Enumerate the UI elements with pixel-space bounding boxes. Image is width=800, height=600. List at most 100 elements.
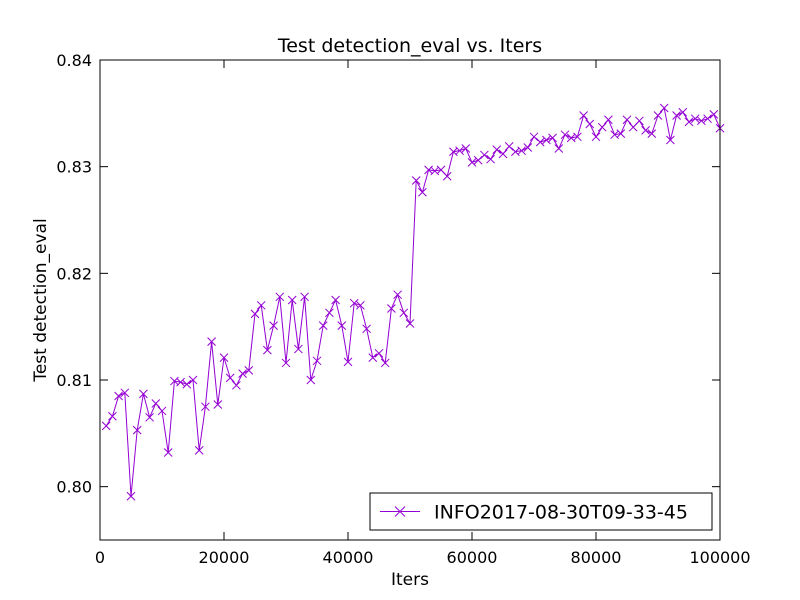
plot-area (101, 103, 725, 501)
data-point-marker (653, 111, 663, 120)
data-point-marker (709, 110, 719, 119)
data-point-marker (405, 319, 415, 328)
data-point-marker (331, 295, 340, 305)
data-point-marker (523, 143, 533, 152)
data-point-marker (411, 176, 421, 185)
data-point-marker (517, 146, 526, 156)
data-point-marker (368, 353, 378, 362)
data-point-marker (703, 114, 712, 124)
plot-frame (99, 59, 721, 541)
data-point-marker (684, 117, 694, 127)
data-point-marker (535, 137, 545, 147)
data-point-marker (486, 154, 495, 164)
data-point-marker (151, 399, 161, 408)
data-point-marker (362, 324, 371, 334)
data-point-marker (498, 149, 508, 159)
data-point-marker (244, 366, 254, 375)
y-tick-label: 0.80 (56, 478, 92, 497)
data-point-marker (690, 114, 700, 124)
data-point-marker (461, 144, 471, 153)
data-point-marker (250, 309, 260, 319)
x-tick-label: 60000 (447, 548, 498, 567)
data-point-marker (269, 321, 278, 330)
data-point-marker (672, 111, 681, 120)
data-point-marker (591, 132, 601, 142)
x-tick-label: 80000 (571, 548, 622, 567)
data-point-marker (256, 300, 266, 310)
data-point-marker (225, 373, 235, 383)
y-tick-label: 0.81 (56, 371, 92, 390)
data-point-marker (281, 358, 291, 368)
data-point-marker (126, 491, 136, 501)
data-point-marker (387, 304, 396, 313)
data-point-marker (263, 345, 272, 355)
data-point-marker (492, 145, 502, 154)
data-point-marker (145, 412, 154, 422)
data-point-marker (542, 135, 551, 145)
y-axis: 0.80 0.81 0.82 0.83 0.84 (56, 51, 720, 497)
data-point-marker (176, 377, 185, 387)
data-point-marker (380, 358, 390, 368)
data-point-marker (393, 290, 402, 300)
data-point-marker (275, 292, 285, 302)
data-point-marker (213, 400, 223, 409)
data-point-marker (641, 126, 650, 135)
data-point-marker (529, 132, 539, 142)
chart-title: Test detection_eval vs. Iters (277, 35, 542, 57)
x-tick-label: 40000 (323, 548, 374, 567)
y-tick-label: 0.84 (56, 51, 92, 70)
data-point-marker (480, 150, 489, 160)
data-point-marker (108, 411, 117, 421)
data-point-marker (467, 158, 477, 167)
data-point-marker (616, 129, 626, 138)
data-point-marker (300, 292, 309, 302)
x-tick-label: 100000 (689, 548, 750, 567)
data-point-marker (374, 348, 384, 358)
data-point-marker (188, 375, 198, 385)
data-point-marker (157, 406, 167, 416)
x-tick-label: 0 (95, 548, 105, 567)
data-point-marker (585, 119, 595, 129)
data-point-marker (312, 356, 322, 366)
data-point-marker (306, 375, 316, 385)
data-point-marker (337, 321, 347, 330)
data-point-marker (455, 146, 464, 156)
data-point-marker (659, 103, 669, 113)
data-point-marker (232, 380, 241, 390)
data-point-marker (697, 116, 706, 126)
data-point-marker (473, 155, 483, 165)
data-point-marker (182, 379, 192, 389)
data-point-marker (120, 388, 130, 398)
data-point-marker (101, 421, 111, 431)
data-point-marker (294, 344, 303, 354)
data-point-marker (343, 357, 353, 367)
y-tick-label: 0.82 (56, 264, 92, 283)
data-point-marker (579, 111, 588, 120)
data-point-marker (163, 448, 173, 457)
data-point-marker (318, 321, 328, 330)
data-point-marker (597, 122, 607, 132)
data-point-marker (418, 187, 427, 197)
data-point-marker (573, 132, 582, 142)
data-point-marker (325, 308, 334, 318)
data-point-marker (114, 391, 123, 401)
data-point-marker (647, 129, 657, 138)
data-point-marker (399, 308, 409, 318)
y-tick-label: 0.83 (56, 158, 92, 177)
series-line (105, 106, 721, 497)
data-point-marker (201, 402, 210, 412)
data-point-marker (604, 115, 613, 125)
x-axis-label: Iters (391, 570, 429, 590)
data-point-marker (287, 295, 297, 305)
legend-marker (394, 506, 406, 517)
data-point-marker (219, 353, 229, 362)
data-point-marker (442, 171, 452, 181)
data-point-marker (132, 425, 142, 435)
data-point-marker (666, 135, 675, 145)
data-point-marker (548, 133, 557, 143)
data-point-marker (560, 130, 570, 140)
data-point-marker (622, 115, 632, 125)
data-point-marker (194, 446, 204, 455)
data-point-marker (238, 369, 247, 378)
